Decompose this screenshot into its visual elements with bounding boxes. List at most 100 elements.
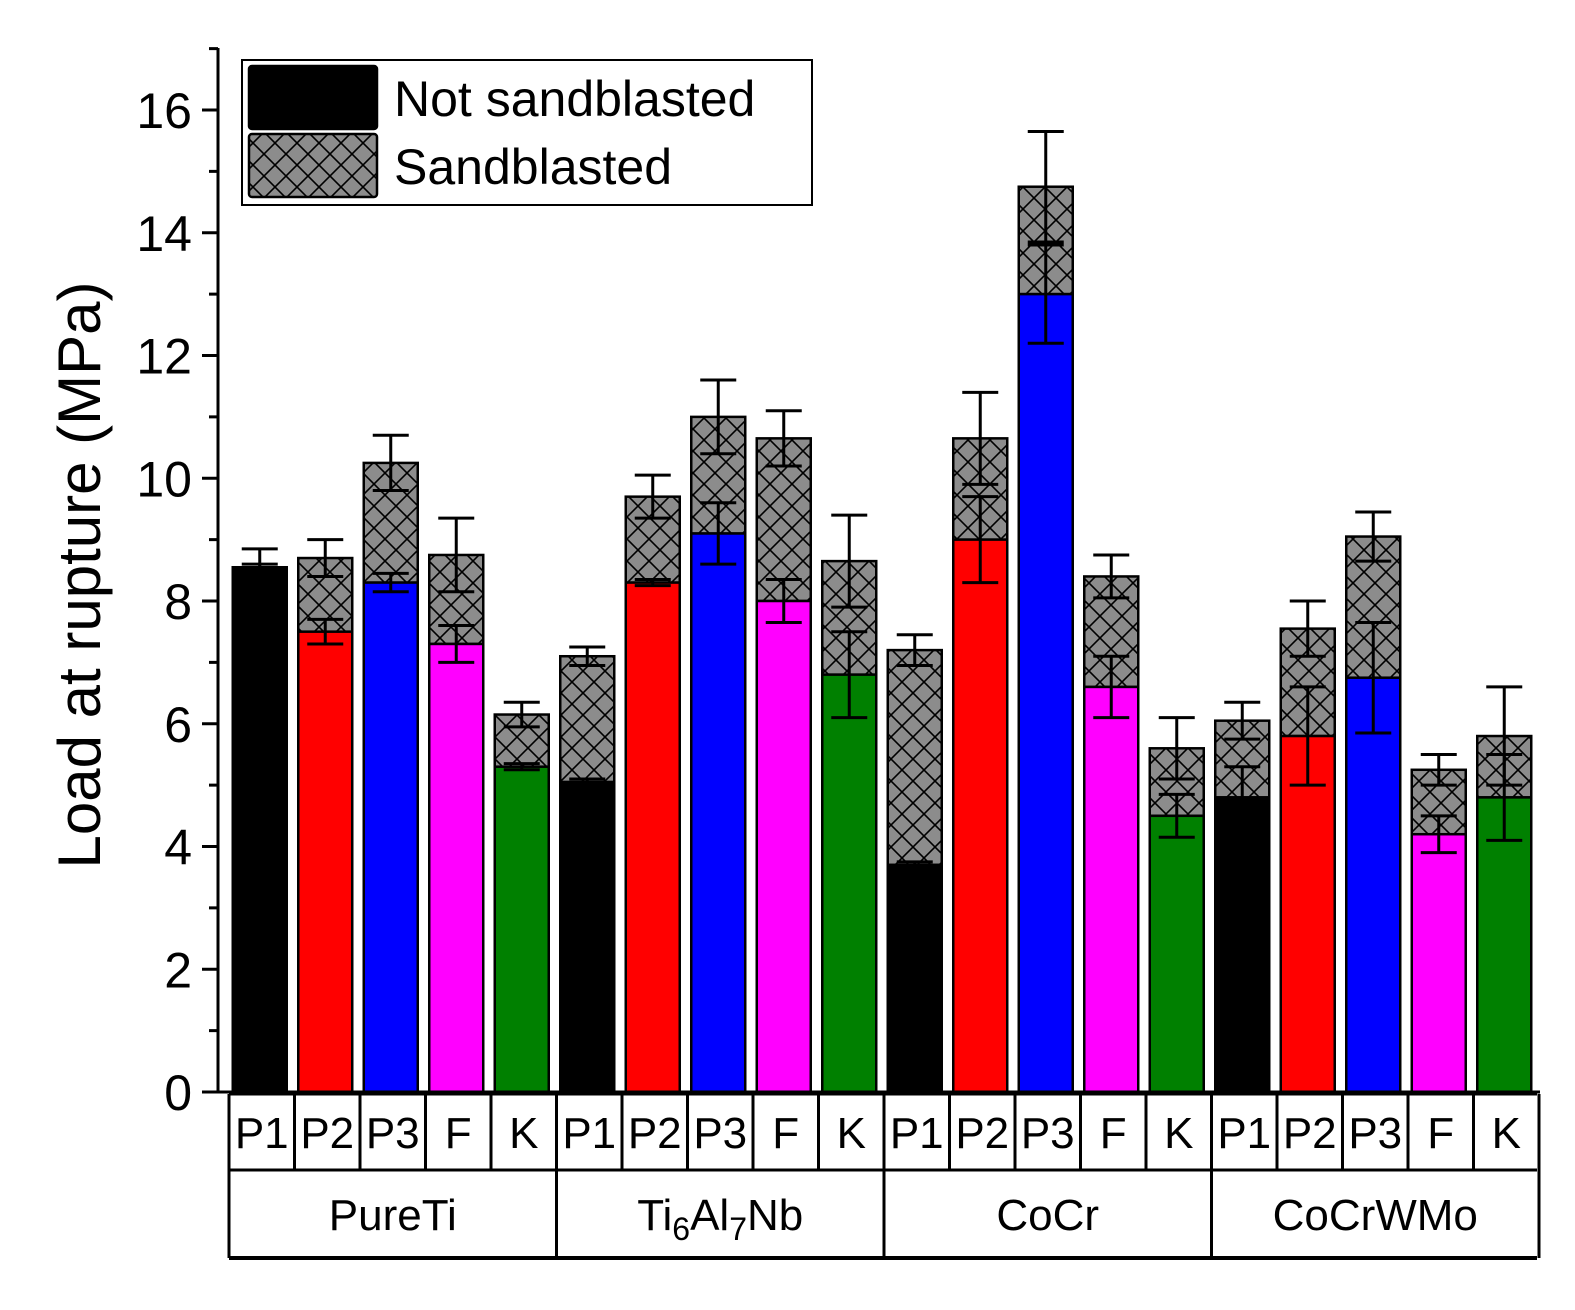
bar-not-sandblasted-Ti6Al7Nb-F <box>755 599 812 1094</box>
error-bar-sandblasted-CoCrWMo-F <box>1420 752 1457 787</box>
bar-sandblasted-CoCr-P1 <box>886 648 943 867</box>
category-label-P3: P3 <box>1348 1109 1402 1158</box>
error-bar-not-sandblasted-CoCr-P1 <box>896 860 933 870</box>
error-bar-sandblasted-CoCrWMo-P3 <box>1355 510 1392 563</box>
error-bar-not-sandblasted-PureTi-P3 <box>372 571 409 594</box>
bar-not-sandblasted-CoCrWMo-F <box>1410 832 1467 1094</box>
category-label-P3: P3 <box>693 1109 747 1158</box>
error-bar-sandblasted-CoCr-P1 <box>896 633 933 667</box>
y-axis-label: Load at rupture (MPa) <box>46 282 113 869</box>
bar-not-sandblasted-CoCr-P2 <box>952 538 1009 1094</box>
category-label-P1: P1 <box>1217 1109 1271 1158</box>
error-bar-not-sandblasted-CoCrWMo-P1 <box>1224 765 1261 830</box>
error-bar-not-sandblasted-Ti6Al7Nb-F <box>765 578 802 624</box>
y-tick-label: 2 <box>164 942 192 998</box>
error-bar-sandblasted-PureTi-K <box>503 700 540 729</box>
legend-swatch-crosshatch <box>247 132 379 199</box>
bar-not-sandblasted-CoCrWMo-P3 <box>1345 676 1402 1094</box>
y-tick-label: 8 <box>164 574 192 630</box>
bar-not-sandblasted-PureTi-P3 <box>362 581 419 1094</box>
bar-not-sandblasted-PureTi-P1 <box>231 565 288 1094</box>
error-bar-sandblasted-PureTi-F <box>438 516 475 594</box>
category-label-P1: P1 <box>890 1109 944 1158</box>
error-bar-not-sandblasted-CoCrWMo-F <box>1420 814 1457 855</box>
error-bar-not-sandblasted-CoCrWMo-P3 <box>1355 620 1392 735</box>
error-bar-sandblasted-CoCrWMo-P1 <box>1224 700 1261 741</box>
y-tick-label: 16 <box>136 83 192 139</box>
category-label-P1: P1 <box>235 1109 289 1158</box>
bar-not-sandblasted-PureTi-K <box>493 765 550 1094</box>
bar-not-sandblasted-CoCr-F <box>1083 685 1140 1094</box>
bar-not-sandblasted-CoCrWMo-P1 <box>1214 796 1271 1094</box>
error-bar-sandblasted-CoCr-P3 <box>1027 129 1064 244</box>
error-bar-sandblasted-PureTi-P3 <box>372 433 409 493</box>
category-label-K: K <box>1164 1109 1193 1158</box>
group-label-PureTi: PureTi <box>329 1191 457 1240</box>
error-bar-sandblasted-Ti6Al7Nb-P1 <box>569 645 606 667</box>
group-label-Ti6Al7Nb: Ti6Al7Nb <box>637 1191 803 1247</box>
category-label-K: K <box>509 1109 538 1158</box>
error-bar-sandblasted-Ti6Al7Nb-P3 <box>700 378 737 456</box>
error-bar-not-sandblasted-PureTi-P1 <box>241 562 278 572</box>
bar-not-sandblasted-CoCr-P3 <box>1017 292 1074 1094</box>
bar-not-sandblasted-CoCrWMo-P2 <box>1279 734 1336 1094</box>
bar-not-sandblasted-Ti6Al7Nb-P1 <box>559 780 616 1094</box>
category-label-P2: P2 <box>955 1109 1009 1158</box>
error-bar-not-sandblasted-CoCrWMo-K <box>1486 752 1523 842</box>
category-label-P2: P2 <box>628 1109 682 1158</box>
y-tick-label: 0 <box>164 1065 192 1121</box>
error-bar-not-sandblasted-Ti6Al7Nb-P2 <box>634 578 671 588</box>
y-tick-label: 4 <box>164 820 192 876</box>
category-label-P2: P2 <box>300 1109 354 1158</box>
error-bar-not-sandblasted-Ti6Al7Nb-P3 <box>700 501 737 566</box>
error-bar-not-sandblasted-PureTi-F <box>438 624 475 664</box>
bar-not-sandblasted-Ti6Al7Nb-K <box>821 673 878 1094</box>
y-tick-label: 10 <box>136 451 192 507</box>
error-bar-not-sandblasted-PureTi-P2 <box>307 617 344 646</box>
category-label-F: F <box>1427 1109 1454 1158</box>
bar-not-sandblasted-CoCrWMo-K <box>1476 796 1533 1094</box>
bar-sandblasted-Ti6Al7Nb-P1 <box>559 654 616 784</box>
error-bar-sandblasted-CoCr-F <box>1093 553 1130 600</box>
category-label-P2: P2 <box>1283 1109 1337 1158</box>
error-bar-sandblasted-PureTi-P2 <box>307 538 344 578</box>
group-label-CoCr: CoCr <box>996 1191 1099 1240</box>
error-bar-sandblasted-Ti6Al7Nb-P2 <box>634 473 671 520</box>
y-tick-label: 12 <box>136 329 192 385</box>
category-label-F: F <box>1100 1109 1127 1158</box>
bar-not-sandblasted-Ti6Al7Nb-P2 <box>624 581 681 1094</box>
bar-not-sandblasted-PureTi-F <box>428 642 485 1094</box>
bar-not-sandblasted-CoCr-P1 <box>886 863 943 1094</box>
category-label-P3: P3 <box>1021 1109 1075 1158</box>
error-bar-not-sandblasted-CoCrWMo-P2 <box>1289 685 1326 787</box>
error-bar-not-sandblasted-CoCr-K <box>1158 792 1195 839</box>
category-label-F: F <box>445 1109 472 1158</box>
error-bar-sandblasted-CoCr-P2 <box>962 390 999 486</box>
error-bar-not-sandblasted-CoCr-P2 <box>962 495 999 585</box>
category-label-P3: P3 <box>366 1109 420 1158</box>
error-bar-not-sandblasted-CoCr-F <box>1093 654 1130 720</box>
bar-not-sandblasted-CoCr-K <box>1148 814 1205 1094</box>
group-label-CoCrWMo: CoCrWMo <box>1273 1191 1478 1240</box>
error-bar-sandblasted-Ti6Al7Nb-F <box>765 409 802 468</box>
category-label-P1: P1 <box>562 1109 616 1158</box>
category-label-F: F <box>772 1109 799 1158</box>
legend-label: Sandblasted <box>394 139 672 195</box>
error-bar-not-sandblasted-CoCr-P3 <box>1027 243 1064 345</box>
error-bar-not-sandblasted-Ti6Al7Nb-P1 <box>569 777 606 787</box>
legend: Not sandblasted Sandblasted <box>241 59 813 206</box>
error-bar-not-sandblasted-Ti6Al7Nb-K <box>831 630 868 720</box>
bar-not-sandblasted-PureTi-P2 <box>297 630 354 1094</box>
error-bar-sandblasted-Ti6Al7Nb-K <box>831 513 868 609</box>
category-label-K: K <box>1492 1109 1521 1158</box>
legend-label: Not sandblasted <box>394 71 755 127</box>
error-bar-not-sandblasted-PureTi-K <box>503 762 540 772</box>
legend-swatch-solid <box>247 64 379 131</box>
bar-not-sandblasted-Ti6Al7Nb-P3 <box>690 532 747 1094</box>
error-bar-sandblasted-CoCrWMo-P2 <box>1289 599 1326 658</box>
y-tick-label: 14 <box>136 206 192 262</box>
error-bar-sandblasted-CoCr-K <box>1158 716 1195 781</box>
category-label-K: K <box>837 1109 866 1158</box>
y-tick-label: 6 <box>164 697 192 753</box>
